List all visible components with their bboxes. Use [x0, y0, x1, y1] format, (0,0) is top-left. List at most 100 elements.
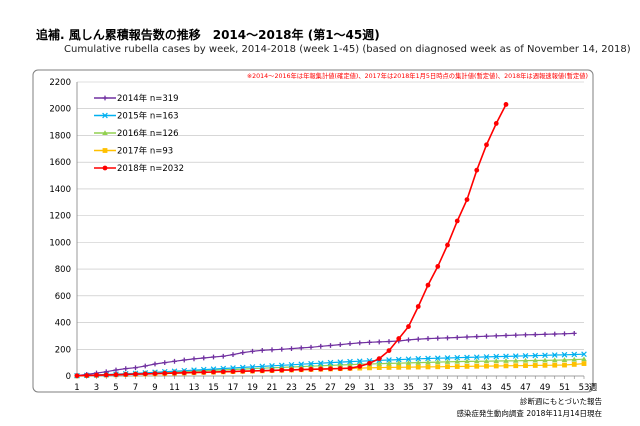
- data-point: [288, 364, 295, 370]
- x-tick-label: 9: [152, 383, 157, 393]
- data-point: [532, 363, 538, 368]
- page-title: 追補. 風しん累積報告数の推移 2014～2018年 (第1～45週): [36, 28, 380, 42]
- data-point: [454, 218, 460, 224]
- data-point: [464, 358, 470, 364]
- data-point: [376, 360, 383, 366]
- data-point: [513, 363, 519, 369]
- x-tick-label: 25: [306, 383, 317, 393]
- y-tick-label: 1800: [49, 131, 71, 141]
- data-point: [493, 358, 500, 364]
- data-point: [279, 346, 285, 352]
- data-point: [581, 351, 587, 358]
- data-point: [347, 341, 353, 347]
- data-point: [425, 336, 431, 341]
- data-point: [172, 370, 177, 376]
- data-point: [415, 364, 421, 370]
- x-tick-label: 19: [247, 383, 258, 393]
- data-point: [152, 361, 158, 367]
- series-line: [76, 332, 575, 377]
- data-point: [201, 369, 207, 375]
- data-point: [474, 334, 480, 339]
- legend-label: 2014年 n=319: [117, 93, 179, 104]
- data-point: [308, 366, 314, 372]
- x-tick-label: 47: [520, 383, 531, 393]
- data-point: [367, 360, 372, 366]
- data-point: [103, 372, 109, 378]
- data-point: [123, 366, 129, 372]
- data-point: [113, 367, 119, 373]
- data-point: [571, 361, 577, 367]
- y-tick-label: 1400: [49, 185, 71, 195]
- data-point: [328, 366, 333, 372]
- data-point: [561, 357, 568, 362]
- legend-item: 2017年 n=93: [94, 146, 173, 157]
- data-point: [474, 167, 480, 173]
- data-point: [102, 95, 108, 101]
- data-point: [249, 364, 256, 370]
- data-point: [142, 371, 148, 377]
- data-point: [250, 348, 255, 354]
- data-point: [327, 362, 334, 368]
- data-point: [308, 360, 314, 367]
- chart-note: ※2014～2016年は年報集計値(確定値)、2017年は2018年1月5日時点…: [247, 71, 588, 80]
- data-point: [415, 336, 421, 342]
- data-point: [445, 364, 450, 370]
- data-point: [133, 365, 138, 371]
- data-point: [337, 366, 343, 371]
- data-point: [230, 365, 236, 371]
- data-point: [250, 368, 255, 374]
- data-point: [201, 355, 207, 361]
- data-point: [474, 363, 480, 369]
- data-point: [278, 362, 285, 369]
- data-point: [561, 351, 568, 358]
- legend-item: 2015年 n=163: [94, 111, 179, 122]
- data-point: [298, 363, 305, 369]
- footer-note: 診断週にもとづいた報告: [519, 397, 602, 406]
- data-point: [434, 359, 441, 365]
- data-point: [435, 264, 441, 269]
- data-point: [337, 342, 343, 347]
- legend-item: 2018年 n=2032: [94, 163, 184, 174]
- x-tick-label: 3: [94, 383, 99, 393]
- y-tick-label: 2000: [49, 105, 71, 115]
- data-point: [435, 364, 441, 370]
- data-point: [406, 337, 411, 343]
- data-point: [425, 359, 431, 365]
- data-point: [522, 352, 529, 359]
- legend-item: 2016年 n=126: [94, 128, 179, 139]
- data-point: [347, 361, 353, 367]
- data-point: [405, 360, 412, 365]
- data-point: [542, 362, 548, 368]
- data-point: [269, 363, 275, 369]
- x-tick-label: 41: [462, 383, 473, 393]
- data-point: [240, 368, 246, 374]
- data-point: [425, 364, 431, 370]
- data-point: [562, 362, 567, 368]
- data-point: [425, 355, 431, 362]
- data-point: [395, 356, 402, 363]
- data-point: [386, 365, 392, 370]
- data-point: [484, 333, 489, 339]
- data-point: [552, 362, 558, 368]
- data-point: [172, 358, 177, 364]
- data-point: [259, 363, 266, 370]
- data-point: [240, 350, 246, 356]
- data-point: [503, 102, 509, 107]
- data-point: [123, 371, 129, 377]
- data-point: [542, 352, 548, 359]
- data-point: [542, 357, 548, 363]
- data-point: [298, 367, 304, 372]
- data-point: [503, 353, 509, 360]
- y-tick-label: 2200: [49, 78, 71, 88]
- data-point: [211, 369, 216, 375]
- data-point: [571, 356, 578, 362]
- x-axis-unit: 週: [589, 383, 598, 393]
- data-point: [395, 360, 402, 366]
- x-tick-label: 35: [403, 383, 414, 393]
- data-point: [386, 357, 392, 363]
- data-point: [445, 242, 450, 248]
- data-point: [357, 363, 363, 369]
- data-point: [308, 344, 314, 350]
- data-point: [454, 354, 461, 361]
